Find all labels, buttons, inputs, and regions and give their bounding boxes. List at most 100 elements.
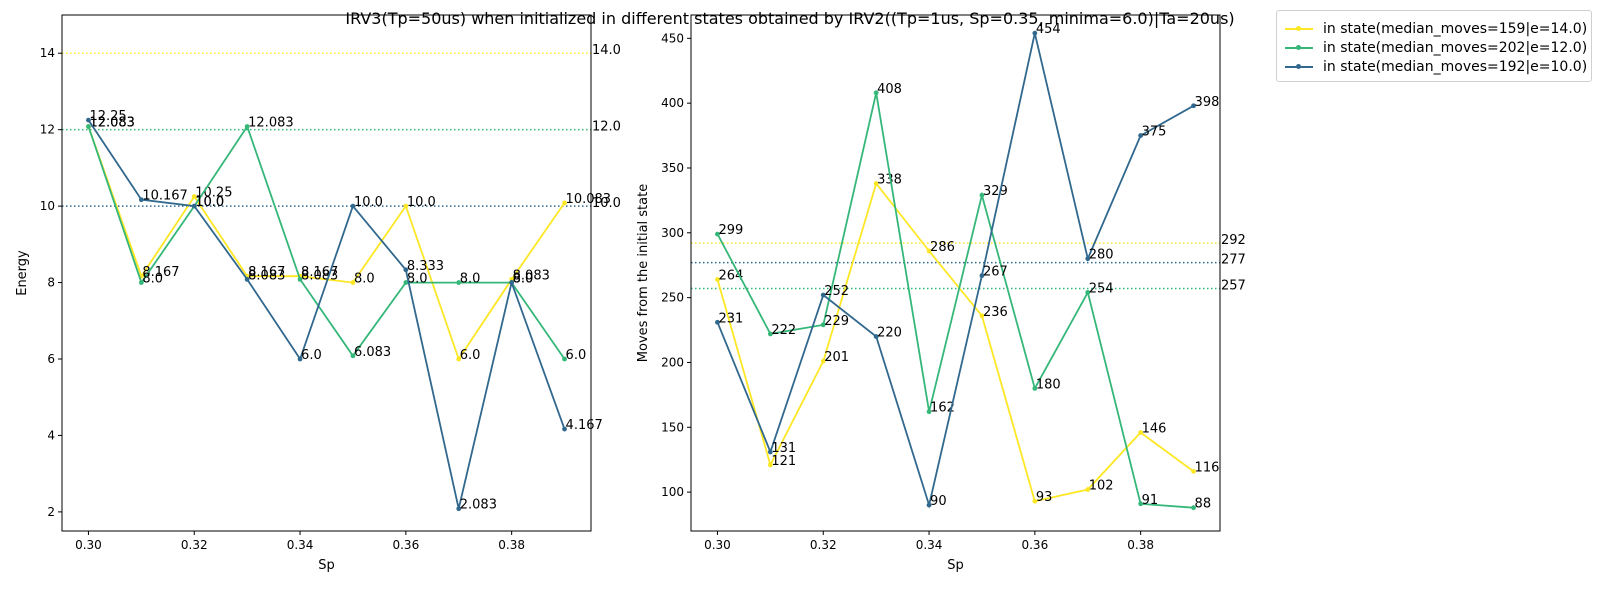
panel-2-data-label: 408 — [877, 82, 902, 97]
panel-2-data-label: 299 — [718, 223, 743, 238]
panel-1-y-tick-label: 4 — [47, 428, 55, 442]
panel-2-data-point — [1085, 487, 1091, 492]
panel-2-data-label: 222 — [771, 323, 796, 338]
panel-2-data-point — [926, 409, 932, 415]
panel-1-y-tick-label: 14 — [40, 46, 55, 60]
panel-1-series-line — [87, 124, 566, 360]
panel-2-data-point — [1085, 256, 1091, 262]
panel-1-data-point — [403, 267, 409, 273]
panel-2-y-tick-label: 400 — [661, 96, 684, 110]
panel-2-data-point — [767, 331, 773, 337]
panel-1-data-label: 10.167 — [142, 189, 188, 204]
panel-1-data-label: 10.0 — [354, 195, 383, 210]
legend: in state(median_moves=159|e=14.0) in sta… — [1276, 10, 1592, 82]
panel-2-data-point — [1138, 133, 1144, 138]
panel-2-reference-line-label: 277 — [1221, 253, 1246, 268]
panel-2-data-label: 131 — [771, 441, 796, 456]
panel-2-data-point — [1032, 30, 1038, 36]
panel-1-data-label: 8.333 — [407, 259, 444, 274]
panel-1-data-point — [403, 280, 409, 285]
panel-2-x-tick-label: 0.36 — [1021, 538, 1048, 552]
panel-1-axes-frame — [61, 14, 592, 532]
panel-2-data-label: 201 — [824, 350, 849, 365]
panel-2-y-tick-label: 100 — [661, 485, 684, 499]
panel-2-data-point — [767, 449, 773, 455]
panel-1-x-tick-label: 0.38 — [498, 538, 525, 552]
panel-1-data-point — [191, 203, 197, 209]
panel-2-data-point — [715, 231, 720, 237]
panel-2-reference-line-label: 257 — [1221, 279, 1246, 294]
figure-title: IRV3(Tp=50us) when initialized in differ… — [0, 9, 1600, 28]
panel-2-data-label: 88 — [1195, 497, 1212, 512]
panel-1-data-point — [509, 280, 515, 285]
panel-1-data-label: 8.0 — [513, 272, 534, 287]
panel-2-data-point — [979, 192, 985, 198]
panel-2-data-label: 229 — [824, 314, 849, 329]
panel-2-data-point — [715, 277, 720, 282]
panel-1-data-label: 8.0 — [142, 272, 163, 287]
panel-1-data-label: 8.083 — [248, 268, 285, 283]
legend-label: in state(median_moves=192|e=10.0) — [1323, 59, 1588, 75]
panel-1-data-point — [138, 280, 144, 285]
legend-item: in state(median_moves=202|e=12.0) — [1285, 38, 1587, 58]
panel-2-data-point — [926, 502, 932, 508]
panel-1-data-label: 10.0 — [195, 195, 224, 210]
panel-1-data-point — [350, 353, 356, 359]
panel-2-series-line — [716, 92, 1194, 509]
panel-2-data-point — [1191, 103, 1196, 109]
panel-2-y-tick-label: 300 — [661, 226, 684, 240]
panel-2-x-tick-label: 0.32 — [810, 538, 837, 552]
panel-2-data-point — [1085, 290, 1091, 295]
panel-2-y-axis-label: Moves from the initial state — [636, 184, 651, 362]
legend-label: in state(median_moves=202|e=12.0) — [1323, 40, 1588, 56]
legend-item: in state(median_moves=159|e=14.0) — [1285, 19, 1587, 39]
panel-2-data-label: 338 — [877, 173, 902, 188]
legend-swatch-yellow — [1285, 26, 1313, 31]
panel-1-data-point — [403, 203, 409, 209]
panel-1-data-label: 12.083 — [248, 115, 294, 130]
panel-2-y-tick-label: 200 — [661, 355, 684, 369]
panel-1-y-axis-label: Energy — [15, 250, 30, 296]
panel-2-x-tick-label: 0.34 — [916, 538, 943, 552]
panel-1-data-label: 8.0 — [407, 272, 428, 287]
panel-1-y-tick-label: 12 — [40, 123, 55, 137]
panel-2-data-point — [873, 181, 879, 186]
panel-1-data-point — [191, 194, 197, 199]
panel-2-data-point — [979, 313, 985, 319]
panel-1-reference-line-label: 12.0 — [592, 120, 621, 135]
panel-1-y-tick-label: 2 — [47, 505, 55, 519]
legend-item: in state(median_moves=192|e=10.0) — [1285, 57, 1587, 77]
panel-1-data-point — [297, 356, 303, 362]
panel-1-data-label: 6.0 — [460, 348, 481, 363]
panel-1-data-label: 8.0 — [513, 272, 534, 287]
panel-1-data-point — [456, 356, 462, 362]
panel-2-data-point — [1191, 505, 1196, 511]
panel-1-data-label: 10.0 — [195, 195, 224, 210]
panel-2-data-point — [1138, 501, 1144, 507]
panel-1-data-label: 12.083 — [89, 115, 135, 130]
legend-swatch-green — [1285, 45, 1313, 50]
panel-2-data-label: 116 — [1195, 460, 1220, 475]
panel-2-data-point — [820, 322, 826, 328]
panel-2-data-label: 146 — [1142, 421, 1167, 436]
panel-1-y-tick-label: 6 — [47, 352, 55, 366]
panel-1-data-label: 8.0 — [354, 272, 375, 287]
panel-2-data-point — [873, 334, 879, 339]
panel-2-y-tick-label: 450 — [661, 31, 684, 45]
panel-1-data-point — [138, 197, 144, 203]
panel-2-y-tick-label: 350 — [661, 161, 684, 175]
panel-1-data-point — [297, 276, 303, 282]
panel-2-series-line — [716, 181, 1195, 503]
panel-1-reference-line-label: 10.0 — [592, 196, 621, 211]
panel-1-data-point — [350, 203, 356, 209]
panel-2-data-label: 162 — [930, 401, 955, 416]
panel-2-data-label: 121 — [771, 454, 796, 469]
panel-1-x-tick-label: 0.34 — [287, 538, 314, 552]
legend-swatch-blue — [1285, 64, 1313, 69]
panel-1-reference-line-label: 14.0 — [592, 43, 621, 58]
panel-1-data-point — [86, 124, 91, 129]
panel-2-axes-frame — [690, 14, 1221, 532]
panel-2-data-label: 236 — [983, 305, 1008, 320]
panel-1-data-point — [562, 200, 567, 206]
